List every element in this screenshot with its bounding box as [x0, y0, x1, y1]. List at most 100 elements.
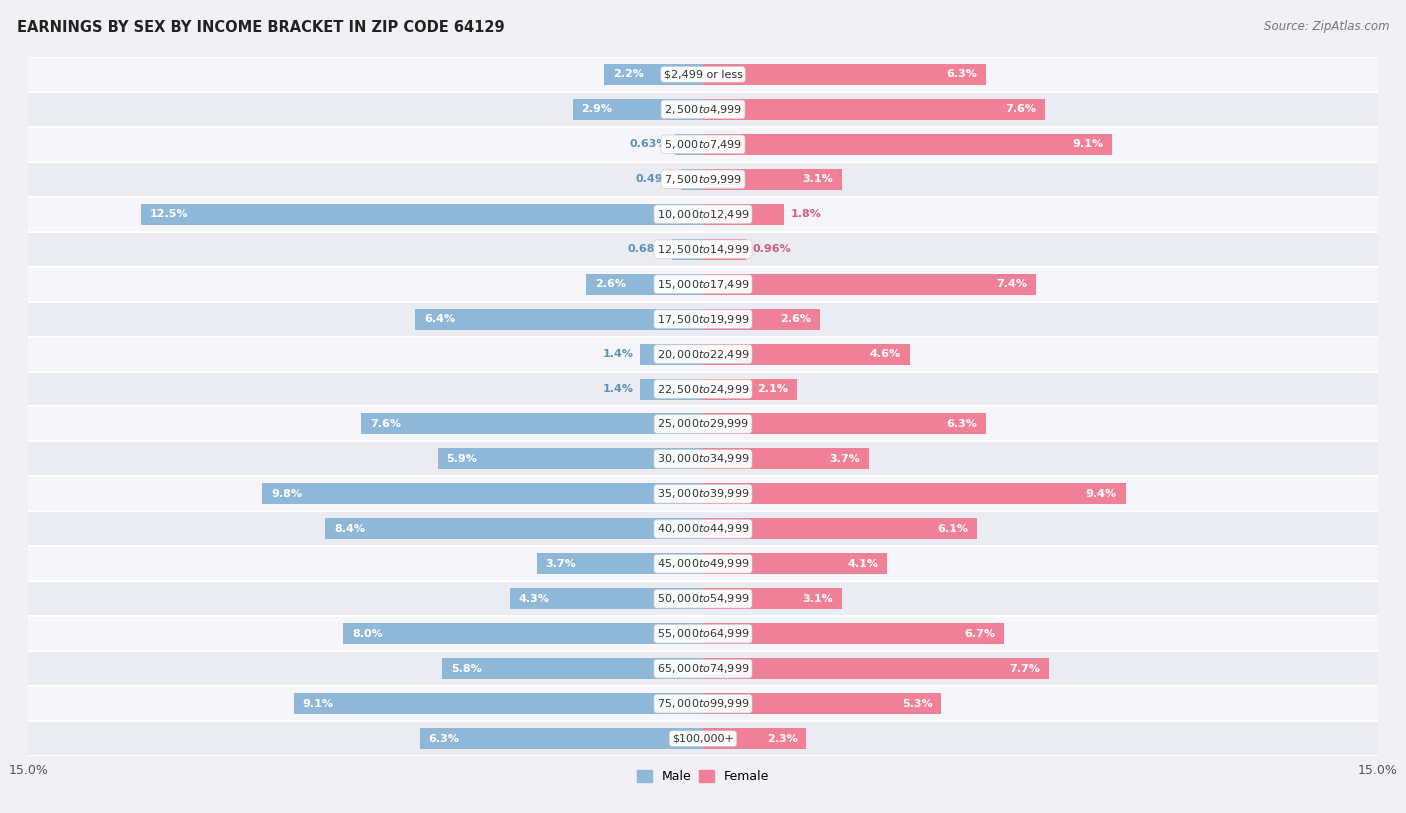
- Text: 5.9%: 5.9%: [447, 454, 478, 464]
- Bar: [28, 406, 1378, 441]
- Text: 3.1%: 3.1%: [803, 174, 834, 185]
- Text: 1.4%: 1.4%: [602, 384, 633, 394]
- Text: 8.4%: 8.4%: [335, 524, 366, 534]
- Bar: [605, 64, 703, 85]
- Bar: [703, 624, 1004, 644]
- Bar: [28, 686, 1378, 721]
- Bar: [28, 302, 1378, 337]
- Bar: [28, 651, 1378, 686]
- Text: $100,000+: $100,000+: [672, 733, 734, 744]
- Bar: [294, 693, 703, 714]
- Text: 7.4%: 7.4%: [995, 279, 1026, 289]
- Bar: [703, 99, 1045, 120]
- Text: Source: ZipAtlas.com: Source: ZipAtlas.com: [1264, 20, 1389, 33]
- Bar: [703, 309, 820, 329]
- Bar: [28, 232, 1378, 267]
- Text: $45,000 to $49,999: $45,000 to $49,999: [657, 558, 749, 570]
- Bar: [703, 449, 869, 469]
- Bar: [640, 379, 703, 399]
- Text: 0.49%: 0.49%: [636, 174, 675, 185]
- Text: 6.3%: 6.3%: [946, 419, 977, 429]
- Text: 7.6%: 7.6%: [1005, 104, 1036, 115]
- Bar: [437, 449, 703, 469]
- Text: 7.6%: 7.6%: [370, 419, 401, 429]
- Text: $2,499 or less: $2,499 or less: [664, 69, 742, 80]
- Text: 6.3%: 6.3%: [946, 69, 977, 80]
- Bar: [703, 239, 747, 259]
- Bar: [703, 64, 987, 85]
- Text: 2.6%: 2.6%: [780, 314, 811, 324]
- Text: $7,500 to $9,999: $7,500 to $9,999: [664, 173, 742, 185]
- Bar: [325, 519, 703, 539]
- Bar: [415, 309, 703, 329]
- Bar: [672, 239, 703, 259]
- Bar: [28, 372, 1378, 406]
- Text: $15,000 to $17,499: $15,000 to $17,499: [657, 278, 749, 290]
- Bar: [28, 92, 1378, 127]
- Bar: [509, 589, 703, 609]
- Bar: [28, 197, 1378, 232]
- Bar: [703, 728, 807, 749]
- Bar: [640, 344, 703, 364]
- Bar: [28, 162, 1378, 197]
- Bar: [703, 344, 910, 364]
- Text: $17,500 to $19,999: $17,500 to $19,999: [657, 313, 749, 325]
- Text: 2.2%: 2.2%: [613, 69, 644, 80]
- Text: $12,500 to $14,999: $12,500 to $14,999: [657, 243, 749, 255]
- Text: $5,000 to $7,499: $5,000 to $7,499: [664, 138, 742, 150]
- Text: 2.9%: 2.9%: [582, 104, 613, 115]
- Legend: Male, Female: Male, Female: [631, 765, 775, 789]
- Text: 4.3%: 4.3%: [519, 593, 550, 604]
- Text: $75,000 to $99,999: $75,000 to $99,999: [657, 698, 749, 710]
- Text: 0.96%: 0.96%: [754, 244, 792, 254]
- Bar: [28, 616, 1378, 651]
- Text: $10,000 to $12,499: $10,000 to $12,499: [657, 208, 749, 220]
- Bar: [28, 127, 1378, 162]
- Bar: [703, 169, 842, 189]
- Bar: [675, 134, 703, 154]
- Bar: [28, 267, 1378, 302]
- Bar: [703, 134, 1112, 154]
- Text: EARNINGS BY SEX BY INCOME BRACKET IN ZIP CODE 64129: EARNINGS BY SEX BY INCOME BRACKET IN ZIP…: [17, 20, 505, 35]
- Text: 2.6%: 2.6%: [595, 279, 626, 289]
- Bar: [141, 204, 703, 224]
- Bar: [262, 484, 703, 504]
- Text: 4.1%: 4.1%: [848, 559, 879, 569]
- Text: $50,000 to $54,999: $50,000 to $54,999: [657, 593, 749, 605]
- Bar: [28, 476, 1378, 511]
- Text: 5.8%: 5.8%: [451, 663, 482, 674]
- Text: 4.6%: 4.6%: [870, 349, 901, 359]
- Bar: [703, 414, 987, 434]
- Text: 9.8%: 9.8%: [271, 489, 302, 499]
- Bar: [703, 484, 1126, 504]
- Bar: [361, 414, 703, 434]
- Bar: [586, 274, 703, 294]
- Text: 5.3%: 5.3%: [901, 698, 932, 709]
- Bar: [703, 693, 942, 714]
- Bar: [419, 728, 703, 749]
- Bar: [681, 169, 703, 189]
- Bar: [441, 659, 703, 679]
- Text: 3.7%: 3.7%: [830, 454, 860, 464]
- Bar: [703, 204, 785, 224]
- Text: 6.3%: 6.3%: [429, 733, 460, 744]
- Text: 2.1%: 2.1%: [758, 384, 789, 394]
- Bar: [703, 589, 842, 609]
- Bar: [28, 581, 1378, 616]
- Bar: [703, 659, 1049, 679]
- Bar: [703, 379, 797, 399]
- Text: 9.1%: 9.1%: [1073, 139, 1104, 150]
- Text: $30,000 to $34,999: $30,000 to $34,999: [657, 453, 749, 465]
- Bar: [537, 554, 703, 574]
- Text: 6.4%: 6.4%: [425, 314, 456, 324]
- Bar: [703, 554, 887, 574]
- Bar: [28, 441, 1378, 476]
- Bar: [28, 57, 1378, 92]
- Text: $2,500 to $4,999: $2,500 to $4,999: [664, 103, 742, 115]
- Text: 0.63%: 0.63%: [630, 139, 668, 150]
- Text: $65,000 to $74,999: $65,000 to $74,999: [657, 663, 749, 675]
- Bar: [343, 624, 703, 644]
- Bar: [28, 337, 1378, 372]
- Text: 2.3%: 2.3%: [766, 733, 797, 744]
- Text: 1.8%: 1.8%: [790, 209, 821, 220]
